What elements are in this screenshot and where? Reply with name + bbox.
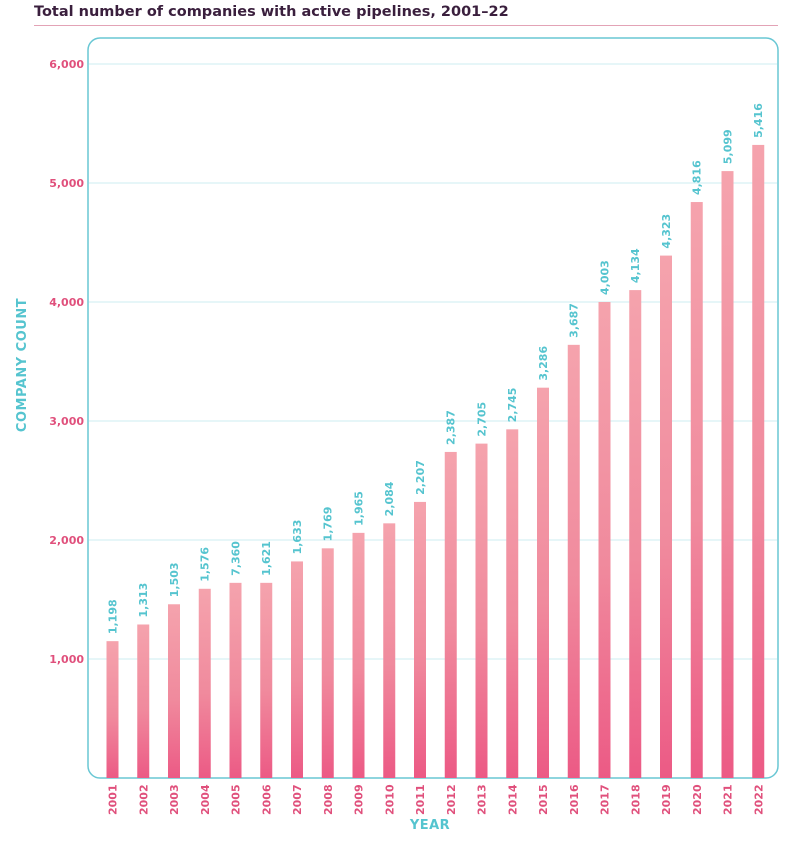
- data-label: 1,633: [291, 520, 304, 555]
- x-tick-label: 2003: [168, 784, 181, 815]
- bar: [660, 255, 672, 779]
- bar: [475, 443, 488, 778]
- y-axis-title: COMPANY COUNT: [15, 298, 30, 432]
- chart-title: Total number of companies with active pi…: [34, 4, 509, 20]
- data-label: 3,286: [537, 346, 550, 381]
- data-labels: 1,198 1,313 1,503 1,576 7,360 1,621 1,633 1,769…: [107, 103, 766, 634]
- y-tick-label: 4,000: [49, 296, 84, 309]
- data-label: 1,576: [199, 547, 212, 582]
- bar: [168, 604, 180, 778]
- x-tick-label: 2013: [476, 784, 489, 815]
- data-label: 1,769: [322, 507, 335, 542]
- x-tick-label: 2016: [568, 784, 581, 815]
- y-tick-label: 2,000: [49, 534, 84, 547]
- x-tick-label: 2017: [599, 784, 612, 815]
- bar: [229, 582, 242, 778]
- y-axis-ticks: 1,000 2,000 3,000 4,000 5,000 6,000: [49, 58, 84, 666]
- data-label: 2,207: [414, 460, 427, 495]
- data-label: 1,965: [353, 491, 366, 526]
- bar: [752, 144, 765, 779]
- bar: [106, 641, 119, 778]
- x-tick-label: 2019: [660, 784, 673, 815]
- x-tick-label: 2014: [506, 784, 519, 815]
- y-tick-label: 5,000: [49, 177, 84, 190]
- data-label: 4,816: [691, 160, 704, 195]
- x-axis-ticks: 2001 2002 2003 2004 2005 2006 2007 2008 2009 2010…: [107, 784, 766, 815]
- bar: [321, 548, 334, 778]
- data-label: 2,387: [445, 410, 458, 445]
- bar: [260, 582, 273, 778]
- data-label: 1,313: [137, 583, 150, 618]
- x-tick-label: 2009: [353, 784, 366, 815]
- x-tick-label: 2022: [752, 784, 765, 815]
- bar: [537, 387, 549, 778]
- x-tick-label: 2008: [322, 784, 335, 815]
- data-label: 2,084: [383, 481, 396, 516]
- bar: [444, 451, 457, 778]
- bar: [137, 624, 150, 778]
- x-tick-label: 2007: [291, 784, 304, 815]
- data-label: 4,323: [660, 214, 673, 249]
- x-tick-label: 2005: [230, 784, 243, 815]
- x-tick-label: 2011: [414, 784, 427, 815]
- gridlines: [89, 63, 777, 660]
- bar: [414, 501, 426, 778]
- x-tick-label: 2010: [383, 784, 396, 815]
- data-label: 4,134: [629, 248, 642, 283]
- bar: [352, 532, 365, 778]
- bar: [690, 202, 703, 779]
- x-tick-label: 2015: [537, 784, 550, 815]
- x-tick-label: 2018: [629, 784, 642, 815]
- bars: [106, 144, 765, 779]
- x-tick-label: 2020: [691, 784, 704, 815]
- data-label: 5,416: [752, 103, 765, 138]
- y-tick-label: 6,000: [49, 58, 84, 71]
- bar: [721, 171, 734, 779]
- y-tick-label: 3,000: [49, 415, 84, 428]
- bar: [567, 344, 580, 778]
- bar: [383, 523, 396, 778]
- data-label: 7,360: [230, 541, 243, 576]
- x-tick-label: 2001: [107, 784, 120, 815]
- x-tick-label: 2012: [445, 784, 458, 815]
- data-label: 3,687: [568, 303, 581, 338]
- y-tick-label: 1,000: [49, 653, 84, 666]
- x-tick-label: 2002: [137, 784, 150, 815]
- data-label: 1,503: [168, 562, 181, 597]
- data-label: 2,705: [476, 402, 489, 437]
- x-tick-label: 2021: [722, 784, 735, 815]
- bar: [598, 302, 611, 778]
- x-axis-title: YEAR: [409, 818, 450, 833]
- data-label: 2,745: [506, 388, 519, 423]
- data-label: 1,621: [260, 541, 273, 576]
- bar: [506, 429, 519, 778]
- data-label: 1,198: [107, 599, 120, 634]
- data-label: 4,003: [599, 260, 612, 295]
- bar: [629, 290, 642, 778]
- plot-frame: [87, 37, 779, 779]
- bar: [198, 588, 211, 778]
- data-label: 5,099: [722, 129, 735, 164]
- x-tick-label: 2004: [199, 784, 212, 815]
- x-tick-label: 2006: [260, 784, 273, 815]
- title-divider: [34, 25, 778, 26]
- bar: [291, 561, 303, 778]
